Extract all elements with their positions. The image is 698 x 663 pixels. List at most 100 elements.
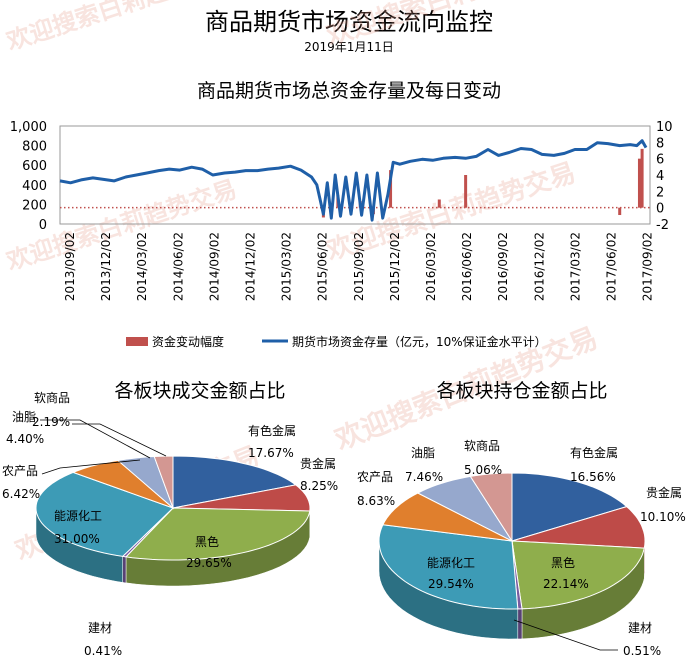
line-chart-title: 商品期货市场总资金存量及每日变动 [196,80,501,102]
y-right-tick-label: 8 [656,136,664,151]
y-right-tick-label: 10 [656,120,673,135]
pie-slice [35,471,174,557]
page-title: 商品期货市场资金流向监控 [205,8,493,36]
bar-mark [464,175,468,208]
pie-label-value: 31.00% [54,532,100,546]
y-right-tick-label: 2 [656,185,664,200]
legend-swatch-bar [126,337,148,346]
pie-label-name: 油脂 [411,445,435,460]
plot-area [59,125,651,225]
pie-label-value: 6.42% [2,487,40,501]
x-tick-label: 2013/09/02 [63,232,77,301]
x-tick-label: 2016/09/02 [496,232,510,301]
pie-slice [469,472,513,543]
bar-mark [618,207,622,216]
x-tick-label: 2014/03/02 [135,232,149,301]
bar-mark [637,158,641,208]
pie-label-name: 能源化工 [54,509,102,523]
x-tick-label: 2015/06/02 [316,232,330,301]
pie-label-value: 22.14% [543,577,589,591]
x-tick-label: 2016/12/02 [532,232,546,301]
pie-label-name: 贵金属 [300,456,336,471]
pie-slice-side [517,608,523,640]
pie-label-name: 能源化工 [427,556,475,570]
pie-slice [382,492,513,542]
y-right-tick-label: 6 [656,153,664,168]
bar-mark [437,199,441,208]
pie-leader-line [72,423,167,457]
pie-label-name: 软商品 [34,390,70,405]
pie-label-value: 10.10% [640,510,686,524]
pie-slice [511,540,645,610]
pie-label-value: 29.54% [428,577,474,591]
pie-label-value: 5.06% [464,463,502,477]
x-tick-label: 2014/12/02 [244,232,258,301]
bar-mark [389,170,393,208]
y-left-tick-label: 600 [22,159,47,174]
x-tick-label: 2017/06/02 [605,232,619,301]
y-left-tick-label: 200 [22,198,47,213]
x-tick-label: 2016/03/02 [424,232,438,301]
pie-label-value: 0.51% [623,644,661,658]
pie-label-name: 农产品 [2,464,38,478]
pie-label-name: 黑色 [551,556,575,570]
pie-label-name: 建材 [88,621,112,635]
y-right-tick-label: 4 [656,169,664,184]
pie-leader-line [40,419,151,459]
pie-label-name: 建材 [628,621,652,635]
pie-label-name: 有色金属 [570,445,618,460]
pie-label-value: 8.63% [357,494,395,508]
page-date: 2019年1月11日 [304,40,394,54]
bar-mark [640,148,644,208]
pie-label-name: 贵金属 [646,485,682,500]
x-tick-label: 2014/06/02 [171,232,185,301]
pie-slice [378,524,519,610]
pie-label-name: 有色金属 [248,423,296,438]
pie-label-value: 16.56% [570,470,616,484]
y-left-tick-label: 400 [22,179,47,194]
pie-slice [124,507,311,561]
pie-leader-line [41,459,141,475]
y-left-tick-label: 800 [22,140,47,155]
x-tick-label: 2015/03/02 [280,232,294,301]
pie-label-name: 黑色 [195,535,219,549]
pie-slice [172,484,311,512]
pie-label-name: 软商品 [464,438,500,453]
pie-slice [511,472,628,542]
watermark-text: 欢迎搜索白莉趋势交易 [322,0,580,52]
pie-slice [511,506,646,549]
x-tick-label: 2016/06/02 [460,232,474,301]
pie-slice [416,475,514,543]
legend-label-line: 期货市场资金存量（亿元，10%保证金水平计） [292,334,547,349]
pie-label-value: 4.40% [6,432,44,446]
pie-slice [116,455,175,510]
pie-label-value: 2.19% [32,415,70,429]
pie-label-value: 8.25% [300,479,338,493]
x-tick-label: 2017/09/02 [641,232,655,301]
pie-slice-side [122,556,127,584]
y-left-tick-label: 1,000 [10,120,47,135]
pie-title: 各板块成交金额占比 [114,380,285,402]
pie-slice [172,455,297,509]
pie-slice [153,455,174,509]
legend-label-bar: 资金变动幅度 [152,334,224,349]
x-tick-label: 2017/03/02 [568,232,582,301]
x-tick-label: 2013/12/02 [99,232,113,301]
pie-label-name: 油脂 [12,409,36,424]
x-tick-label: 2015/09/02 [352,232,366,301]
y-right-tick-label: 0 [656,202,664,217]
x-tick-label: 2014/09/02 [207,232,221,301]
pie-label-name: 农产品 [357,470,393,484]
pie-leader-line [513,619,618,651]
series-line-capital [59,139,648,222]
watermark-text: 欢迎搜索白莉趋势交易 [2,0,240,56]
pie-slice [71,459,174,509]
pie-label-value: 0.41% [84,644,122,658]
pie-label-value: 7.46% [405,470,443,484]
y-left-tick-label: 0 [39,218,47,233]
